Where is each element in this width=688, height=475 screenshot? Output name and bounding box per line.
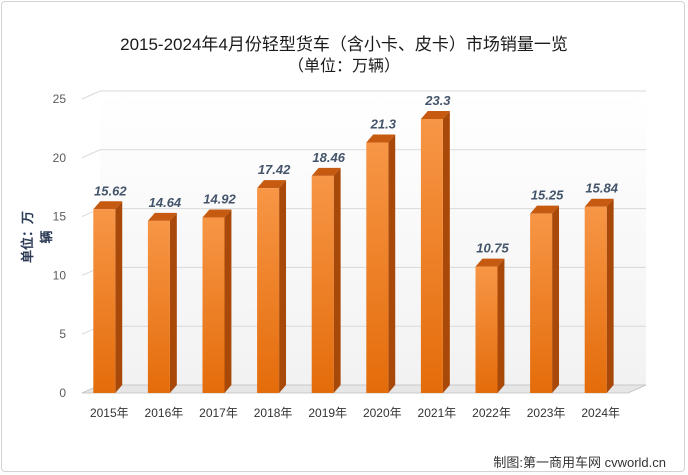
data-label: 14.64	[149, 195, 182, 210]
data-label: 18.46	[312, 150, 345, 165]
data-label: 14.92	[203, 192, 236, 207]
bar-side	[224, 209, 232, 393]
x-tick-label: 2015年	[90, 406, 129, 420]
bar-side	[497, 258, 505, 393]
bar-side	[115, 201, 123, 393]
x-tick-label: 2017年	[199, 406, 238, 420]
bar-top	[420, 110, 450, 119]
x-tick-label: 2019年	[308, 406, 347, 420]
data-label: 15.25	[531, 188, 564, 203]
bar	[584, 206, 607, 393]
bar-top	[257, 180, 287, 189]
bar	[257, 188, 280, 393]
bar-side	[606, 198, 614, 393]
bar	[420, 118, 443, 393]
bar-side	[388, 134, 396, 393]
bar-top	[311, 167, 341, 176]
chart-credit: 制图:第一商用车网 cvworld.cn	[493, 455, 666, 470]
bar	[366, 142, 389, 393]
data-label: 15.62	[94, 183, 127, 198]
bar	[311, 175, 334, 393]
bar	[530, 213, 553, 393]
bar-side	[279, 180, 287, 393]
bar-top	[202, 209, 232, 218]
y-tick-label: 0	[59, 386, 66, 400]
chart-title: 2015-2024年4月份轻型货车（含小卡、皮卡）市场销量一览	[120, 35, 568, 54]
bar	[202, 217, 225, 393]
bar-side	[552, 205, 560, 393]
data-label: 15.84	[585, 181, 618, 196]
y-tick-label: 15	[53, 210, 67, 224]
x-tick-label: 2020年	[363, 406, 402, 420]
x-tick-label: 2024年	[581, 406, 620, 420]
bar	[147, 220, 170, 393]
bar-top	[147, 212, 177, 221]
bar-side	[442, 110, 450, 393]
y-tick-label: 20	[53, 151, 67, 165]
x-tick-label: 2016年	[145, 406, 184, 420]
bar	[475, 266, 498, 393]
bar-top	[93, 201, 123, 210]
bar-top	[366, 134, 396, 143]
y-tick-label: 25	[53, 92, 67, 106]
y-tick-label: 10	[53, 268, 67, 282]
data-label: 23.3	[424, 93, 451, 108]
bar-top	[584, 198, 614, 207]
y-tick-label: 5	[59, 327, 66, 341]
data-label: 17.42	[258, 162, 291, 177]
bar	[93, 209, 116, 393]
bar-top	[475, 258, 505, 267]
x-tick-label: 2021年	[418, 406, 457, 420]
x-tick-label: 2023年	[527, 406, 566, 420]
gridline	[81, 90, 646, 100]
x-tick-label: 2022年	[472, 406, 511, 420]
chart-subtitle: （单位：万辆）	[287, 58, 400, 75]
x-tick-label: 2018年	[254, 406, 293, 420]
data-label: 21.3	[370, 117, 397, 132]
gridline	[81, 149, 646, 159]
bar-top	[530, 205, 560, 214]
data-label: 10.75	[476, 241, 509, 256]
bar-side	[333, 167, 341, 393]
bar-side	[169, 212, 177, 393]
